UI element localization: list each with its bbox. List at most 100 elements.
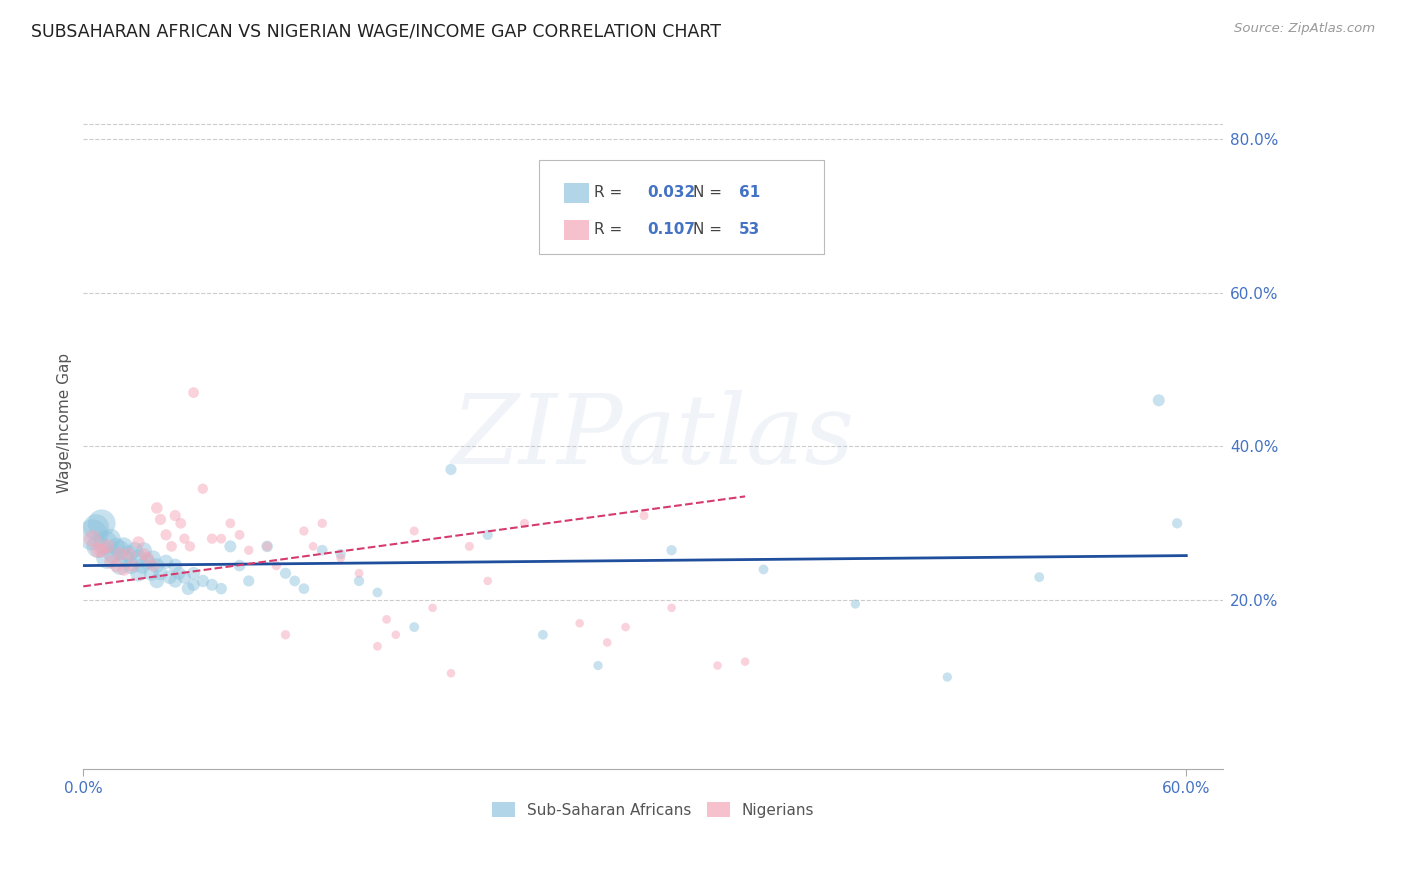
Point — [105, 540, 128, 554]
Point — [219, 540, 242, 554]
Point — [165, 508, 187, 523]
Point — [209, 582, 232, 596]
Point — [1147, 393, 1170, 408]
Point — [366, 640, 388, 654]
Point — [440, 666, 463, 681]
Point — [122, 558, 145, 573]
Point — [173, 570, 195, 584]
Text: 53: 53 — [738, 222, 759, 237]
Point — [292, 582, 315, 596]
Point — [404, 524, 426, 538]
Point — [661, 600, 683, 615]
Point — [94, 535, 117, 549]
Point — [266, 558, 288, 573]
Point — [165, 558, 187, 573]
Point — [477, 528, 499, 542]
Point — [228, 558, 250, 573]
Point — [586, 658, 609, 673]
Point — [87, 540, 110, 554]
Point — [142, 558, 165, 573]
Point — [118, 547, 141, 561]
Point — [404, 620, 426, 634]
Point — [127, 566, 149, 581]
Point — [84, 520, 107, 534]
Text: SUBSAHARAN AFRICAN VS NIGERIAN WAGE/INCOME GAP CORRELATION CHART: SUBSAHARAN AFRICAN VS NIGERIAN WAGE/INCO… — [31, 22, 721, 40]
Text: R =: R = — [593, 222, 627, 237]
Point — [706, 658, 728, 673]
Point — [108, 547, 131, 561]
Point — [90, 543, 112, 558]
Point — [385, 628, 408, 642]
Point — [127, 535, 149, 549]
Legend: Sub-Saharan Africans, Nigerians: Sub-Saharan Africans, Nigerians — [486, 796, 821, 824]
Point — [256, 540, 278, 554]
Text: 61: 61 — [738, 186, 759, 201]
Point — [228, 528, 250, 542]
Point — [256, 540, 278, 554]
Point — [108, 558, 131, 573]
Point — [132, 543, 155, 558]
Point — [329, 550, 352, 565]
Point — [752, 562, 775, 576]
Point — [90, 516, 112, 531]
Point — [160, 540, 183, 554]
Point — [179, 540, 201, 554]
Point — [101, 547, 124, 561]
Point — [191, 482, 214, 496]
Point — [375, 612, 398, 626]
Text: N =: N = — [693, 186, 727, 201]
Point — [329, 547, 352, 561]
Point — [167, 566, 190, 581]
Point — [311, 543, 333, 558]
Point — [191, 574, 214, 588]
Y-axis label: Wage/Income Gap: Wage/Income Gap — [58, 353, 72, 493]
Point — [177, 582, 200, 596]
FancyBboxPatch shape — [540, 161, 824, 254]
Point — [292, 524, 315, 538]
Point — [347, 566, 370, 581]
Point — [146, 500, 169, 515]
Point — [149, 512, 172, 526]
Point — [100, 555, 122, 569]
Point — [132, 547, 155, 561]
Point — [170, 516, 193, 531]
Point — [112, 540, 135, 554]
Point — [311, 516, 333, 531]
FancyBboxPatch shape — [564, 220, 589, 240]
Point — [82, 532, 104, 546]
Point — [146, 574, 169, 588]
Point — [155, 555, 177, 569]
Text: R =: R = — [593, 186, 627, 201]
Point — [614, 620, 637, 634]
Point — [183, 578, 205, 592]
Text: N =: N = — [693, 222, 727, 237]
Point — [131, 558, 153, 573]
Point — [201, 532, 224, 546]
Point — [284, 574, 307, 588]
Point — [173, 532, 195, 546]
Point — [458, 540, 481, 554]
Point — [114, 550, 136, 565]
Point — [274, 566, 297, 581]
Point — [302, 540, 325, 554]
Point — [531, 628, 554, 642]
Point — [183, 566, 205, 581]
Point — [183, 385, 205, 400]
Point — [422, 600, 444, 615]
Point — [1166, 516, 1188, 531]
Point — [844, 597, 866, 611]
Point — [633, 508, 655, 523]
Point — [127, 550, 149, 565]
Point — [82, 528, 104, 542]
Point — [477, 574, 499, 588]
Point — [238, 543, 260, 558]
Point — [347, 574, 370, 588]
Point — [596, 635, 619, 649]
Point — [201, 578, 224, 592]
Point — [219, 516, 242, 531]
Point — [734, 655, 756, 669]
Point — [108, 543, 131, 558]
Point — [146, 558, 169, 573]
Point — [513, 516, 536, 531]
Point — [159, 570, 181, 584]
